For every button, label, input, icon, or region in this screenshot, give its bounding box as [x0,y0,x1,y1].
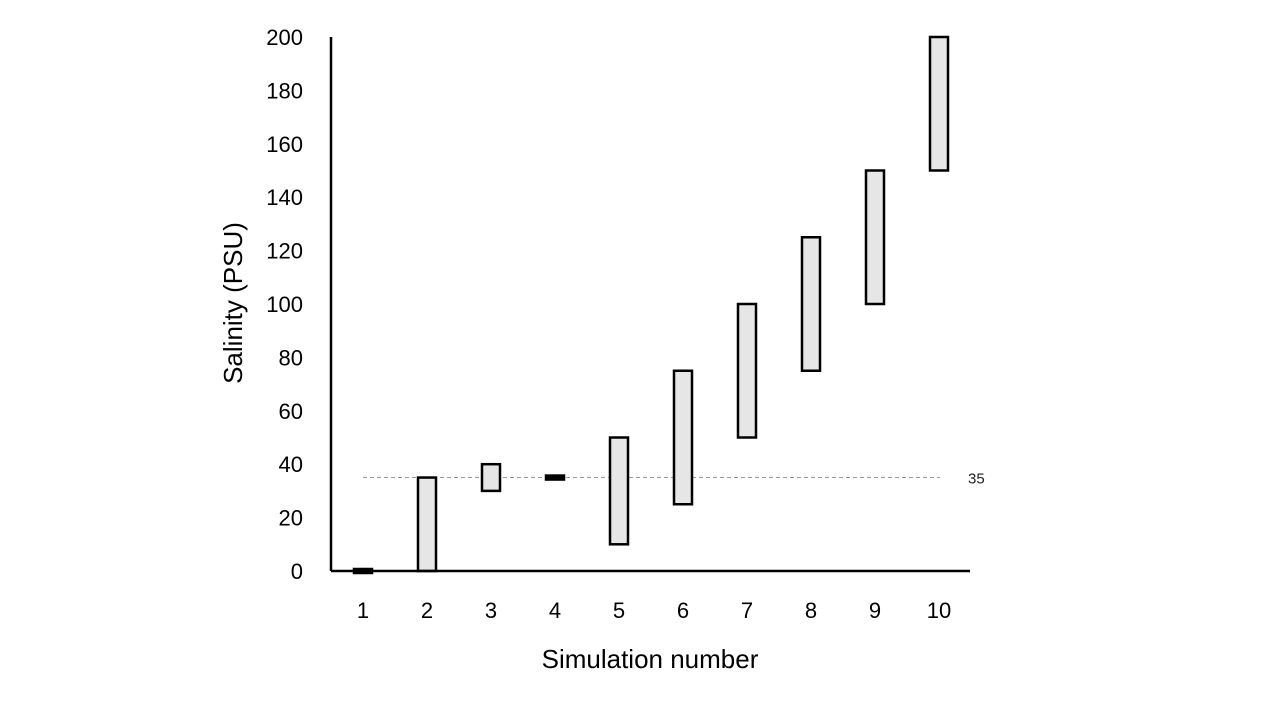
range-bar-7 [736,302,758,439]
x-tick-label-6: 6 [677,598,689,623]
plot-area: 35 0 20 40 60 80 100 120 140 160 180 200 1 2 3 4 5 6 7 8 9 10 [266,25,984,623]
y-tick-label-0: 0 [291,559,303,584]
x-tick-label-8: 8 [805,598,817,623]
range-bar-6 [672,369,694,506]
x-tick-label-2: 2 [421,598,433,623]
y-tick-label-160: 160 [266,132,303,157]
range-bar-3 [480,462,502,493]
reference-line-label: 35 [968,471,985,488]
x-tick-label-1: 1 [357,598,369,623]
x-tick-label-10: 10 [927,598,951,623]
y-axis-title: Salinity (PSU) [218,222,248,384]
y-tick-label-180: 180 [266,78,303,103]
range-bar-8 [800,236,822,372]
x-tick-label-7: 7 [741,598,753,623]
y-tick-label-120: 120 [266,239,303,264]
range-bar-9 [864,169,886,306]
y-tick-label-20: 20 [279,506,303,531]
x-tick-label-9: 9 [869,598,881,623]
x-axis-title: Simulation number [542,644,759,674]
y-tick-label-200: 200 [266,25,303,50]
y-tick-label-100: 100 [266,292,303,317]
y-tick-label-80: 80 [279,345,303,370]
y-tick-label-60: 60 [279,399,303,424]
range-bar-4 [544,474,566,481]
x-tick-label-5: 5 [613,598,625,623]
y-tick-label-140: 140 [266,185,303,210]
y-tick-label-40: 40 [279,452,303,477]
x-tick-label-3: 3 [485,598,497,623]
range-bar-10 [928,35,950,172]
x-tick-label-4: 4 [549,598,561,623]
range-bar-2 [416,476,438,573]
range-bar-5 [608,436,630,546]
